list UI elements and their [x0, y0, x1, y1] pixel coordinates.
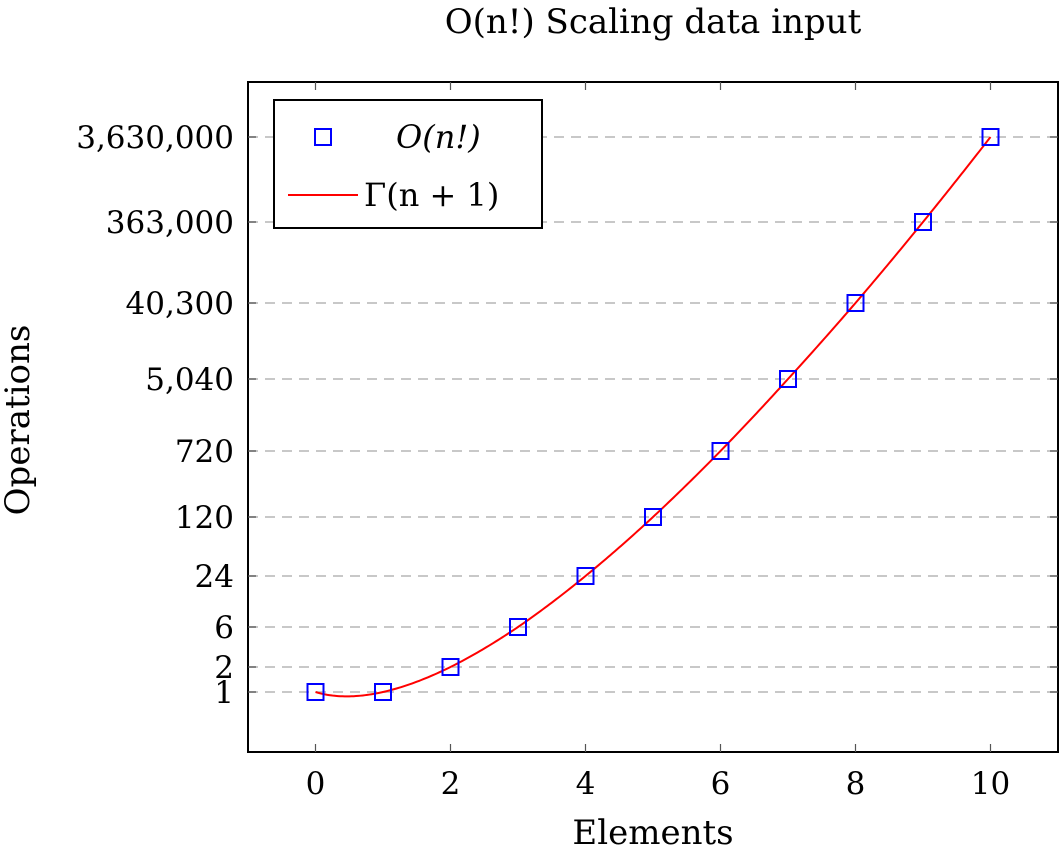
- x-tick-label: 8: [846, 766, 866, 802]
- x-tick-label: 0: [306, 766, 326, 802]
- data-point-marker: [779, 370, 797, 388]
- x-tick-label: 4: [576, 766, 596, 802]
- y-tick-label: 363,000: [106, 205, 234, 241]
- x-tick-label: 6: [711, 766, 731, 802]
- data-point-marker: [711, 442, 730, 460]
- data-point-marker: [509, 618, 527, 636]
- chart-title: O(n!) Scaling data input: [444, 2, 862, 42]
- y-tick-label: 720: [175, 434, 234, 470]
- gamma-curve-series: [315, 136, 992, 698]
- legend-label-factorial: O(n!): [396, 118, 481, 156]
- y-tick-label: 120: [175, 500, 234, 536]
- y-tick-label: 3,630,000: [76, 120, 234, 156]
- legend-marker-square: [314, 128, 332, 146]
- x-axis-label: Elements: [572, 813, 734, 853]
- factorial-marker-series: [306, 128, 1000, 701]
- legend-label-gamma: Γ(n + 1): [364, 176, 499, 214]
- data-point-marker: [306, 683, 325, 701]
- data-point-marker: [441, 658, 460, 676]
- y-tick-label: 24: [195, 559, 234, 595]
- x-tick-label: 2: [441, 766, 461, 802]
- data-point-marker: [914, 213, 932, 231]
- axes: [247, 81, 1059, 753]
- data-point-marker: [981, 128, 1000, 146]
- y-tick-label: 40,300: [126, 286, 234, 322]
- x-tick-label: 10: [971, 766, 1010, 802]
- data-point-marker: [644, 508, 662, 526]
- plot-frame: [247, 81, 1059, 753]
- data-point-marker: [846, 294, 865, 312]
- legend: O(n!) Γ(n + 1): [273, 99, 543, 229]
- y-tick-label: 1: [214, 675, 234, 711]
- data-point-marker: [576, 567, 595, 585]
- y-tick-label: 6: [214, 610, 234, 646]
- y-tick-label: 2: [214, 650, 234, 686]
- gamma-curve-line: [315, 136, 992, 698]
- legend-box: [273, 99, 543, 229]
- y-tick-label: 5,040: [145, 362, 234, 398]
- data-point-marker: [374, 683, 392, 701]
